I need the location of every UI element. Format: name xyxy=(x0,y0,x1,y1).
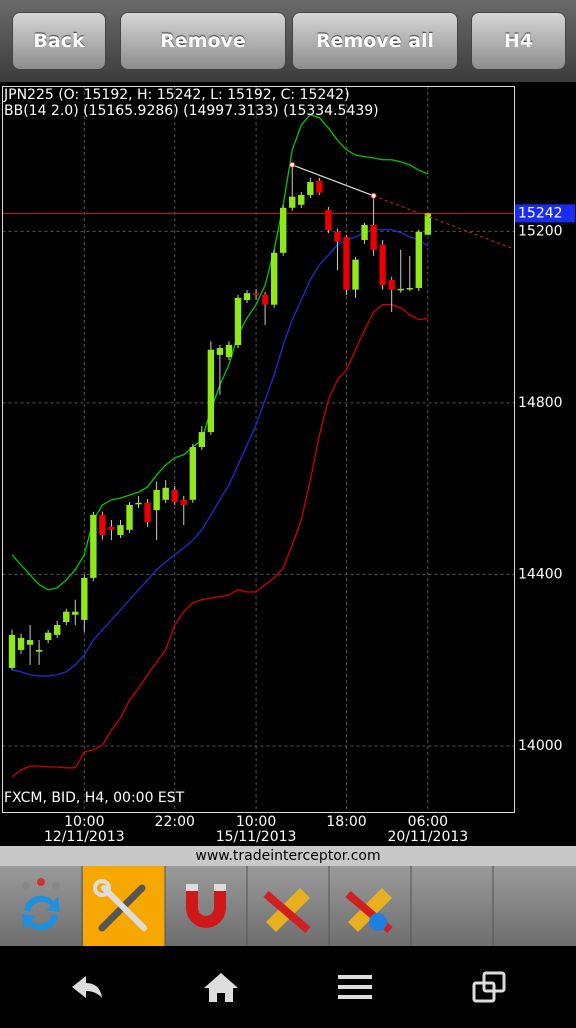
candle-body xyxy=(289,196,296,208)
candle-body xyxy=(406,287,413,290)
last-price-label: 15242 xyxy=(518,205,563,221)
candle-body xyxy=(352,259,359,290)
candle-body xyxy=(108,526,115,530)
y-tick-label: 14800 xyxy=(518,395,563,411)
candle-body xyxy=(388,279,395,290)
candle-body xyxy=(424,213,432,235)
nav-back[interactable] xyxy=(72,976,102,998)
candle-body xyxy=(270,252,278,305)
candle-body xyxy=(334,231,341,242)
candle-body xyxy=(72,611,79,615)
candle-body xyxy=(54,625,61,635)
tool-icons xyxy=(22,866,494,946)
candle-body xyxy=(180,499,187,505)
footer-url[interactable]: www.tradeinterceptor.com xyxy=(0,846,576,866)
candle-body xyxy=(298,194,305,205)
candle-body xyxy=(343,236,350,290)
x-tick-label: 10:00 xyxy=(236,814,276,830)
tool-separators xyxy=(81,866,494,946)
candle-body xyxy=(90,514,97,578)
y-tick-label: 15200 xyxy=(518,223,563,239)
feed-note: FXCM, BID, H4, 00:00 EST xyxy=(4,790,185,806)
x-date-label: 15/11/2013 xyxy=(216,829,297,845)
back-button[interactable]: Back xyxy=(12,12,106,70)
x-date-label: 12/11/2013 xyxy=(44,829,125,845)
tool-bar xyxy=(0,866,576,946)
candle-body xyxy=(216,348,224,355)
candle-body xyxy=(243,293,251,300)
remove-button[interactable]: Remove xyxy=(120,12,286,70)
nav-menu[interactable] xyxy=(338,975,372,999)
refresh-icon[interactable] xyxy=(22,878,60,931)
nav-home[interactable] xyxy=(204,973,238,1002)
trendline xyxy=(292,164,374,197)
candle-body xyxy=(415,231,422,288)
candle-body xyxy=(117,525,124,535)
band-line xyxy=(11,304,428,778)
candle-body xyxy=(63,611,70,623)
x-tick-label: 22:00 xyxy=(155,814,195,830)
x-tick-label: 10:00 xyxy=(64,814,104,830)
candle-body xyxy=(26,640,34,645)
candle-body xyxy=(171,489,178,502)
candle-body xyxy=(8,634,16,668)
candle-body xyxy=(234,297,242,346)
trendline-anchor xyxy=(289,161,296,168)
candle-body xyxy=(126,504,133,530)
candle-body xyxy=(162,487,169,500)
draw-info-icon[interactable] xyxy=(345,888,393,934)
candle-body xyxy=(361,224,368,240)
band-line xyxy=(11,229,429,677)
candle-body xyxy=(99,514,106,535)
nav-icons xyxy=(72,971,506,1003)
candle-body xyxy=(316,180,323,193)
nav-recent[interactable] xyxy=(472,971,506,1003)
candle-body xyxy=(370,224,377,250)
candle-body xyxy=(225,345,233,358)
remove-all-button[interactable]: Remove all xyxy=(292,12,458,70)
y-tick-label: 14000 xyxy=(518,738,563,754)
candle-body xyxy=(81,577,88,620)
trendline-extension xyxy=(373,195,515,250)
chart-title: JPN225 (O: 15192, H: 15242, L: 15192, C:… xyxy=(3,87,350,103)
x-date-label: 20/11/2013 xyxy=(387,829,468,845)
candle-body xyxy=(153,489,160,511)
candle-body xyxy=(261,294,269,305)
indicator-label: BB(14 2.0) (15165.9286) (14997.3133) (15… xyxy=(4,103,379,119)
chart: JPN225 (O: 15192, H: 15242, L: 15192, C:… xyxy=(0,82,576,846)
x-tick-label: 18:00 xyxy=(326,814,366,830)
candle-body xyxy=(144,502,151,523)
candle-body xyxy=(189,447,196,500)
candle-body xyxy=(397,288,404,291)
candle-body xyxy=(135,502,142,505)
candle-body xyxy=(17,637,25,650)
candle-body xyxy=(44,632,52,641)
candle-body xyxy=(35,649,43,652)
top-bar: Back Remove Remove all H4 xyxy=(0,0,576,82)
x-tick-label: 06:00 xyxy=(408,814,448,830)
magnet-icon[interactable] xyxy=(186,884,226,928)
chart-background xyxy=(0,82,576,846)
candle-body xyxy=(198,432,206,448)
trendline-anchor xyxy=(370,192,377,199)
candle-body xyxy=(252,293,260,295)
last-price-tag xyxy=(515,204,575,223)
candle-body xyxy=(307,182,314,195)
timeframe-button[interactable]: H4 xyxy=(471,12,566,70)
y-tick-label: 14400 xyxy=(518,566,563,582)
candle-body xyxy=(207,349,215,433)
candle-body xyxy=(379,244,386,285)
candle-body xyxy=(280,207,287,253)
candle-body xyxy=(325,209,332,231)
plot-frame xyxy=(2,86,515,813)
navigation-bar xyxy=(0,946,576,1024)
settings-icon[interactable] xyxy=(93,879,147,932)
draw-icon[interactable] xyxy=(263,888,311,934)
